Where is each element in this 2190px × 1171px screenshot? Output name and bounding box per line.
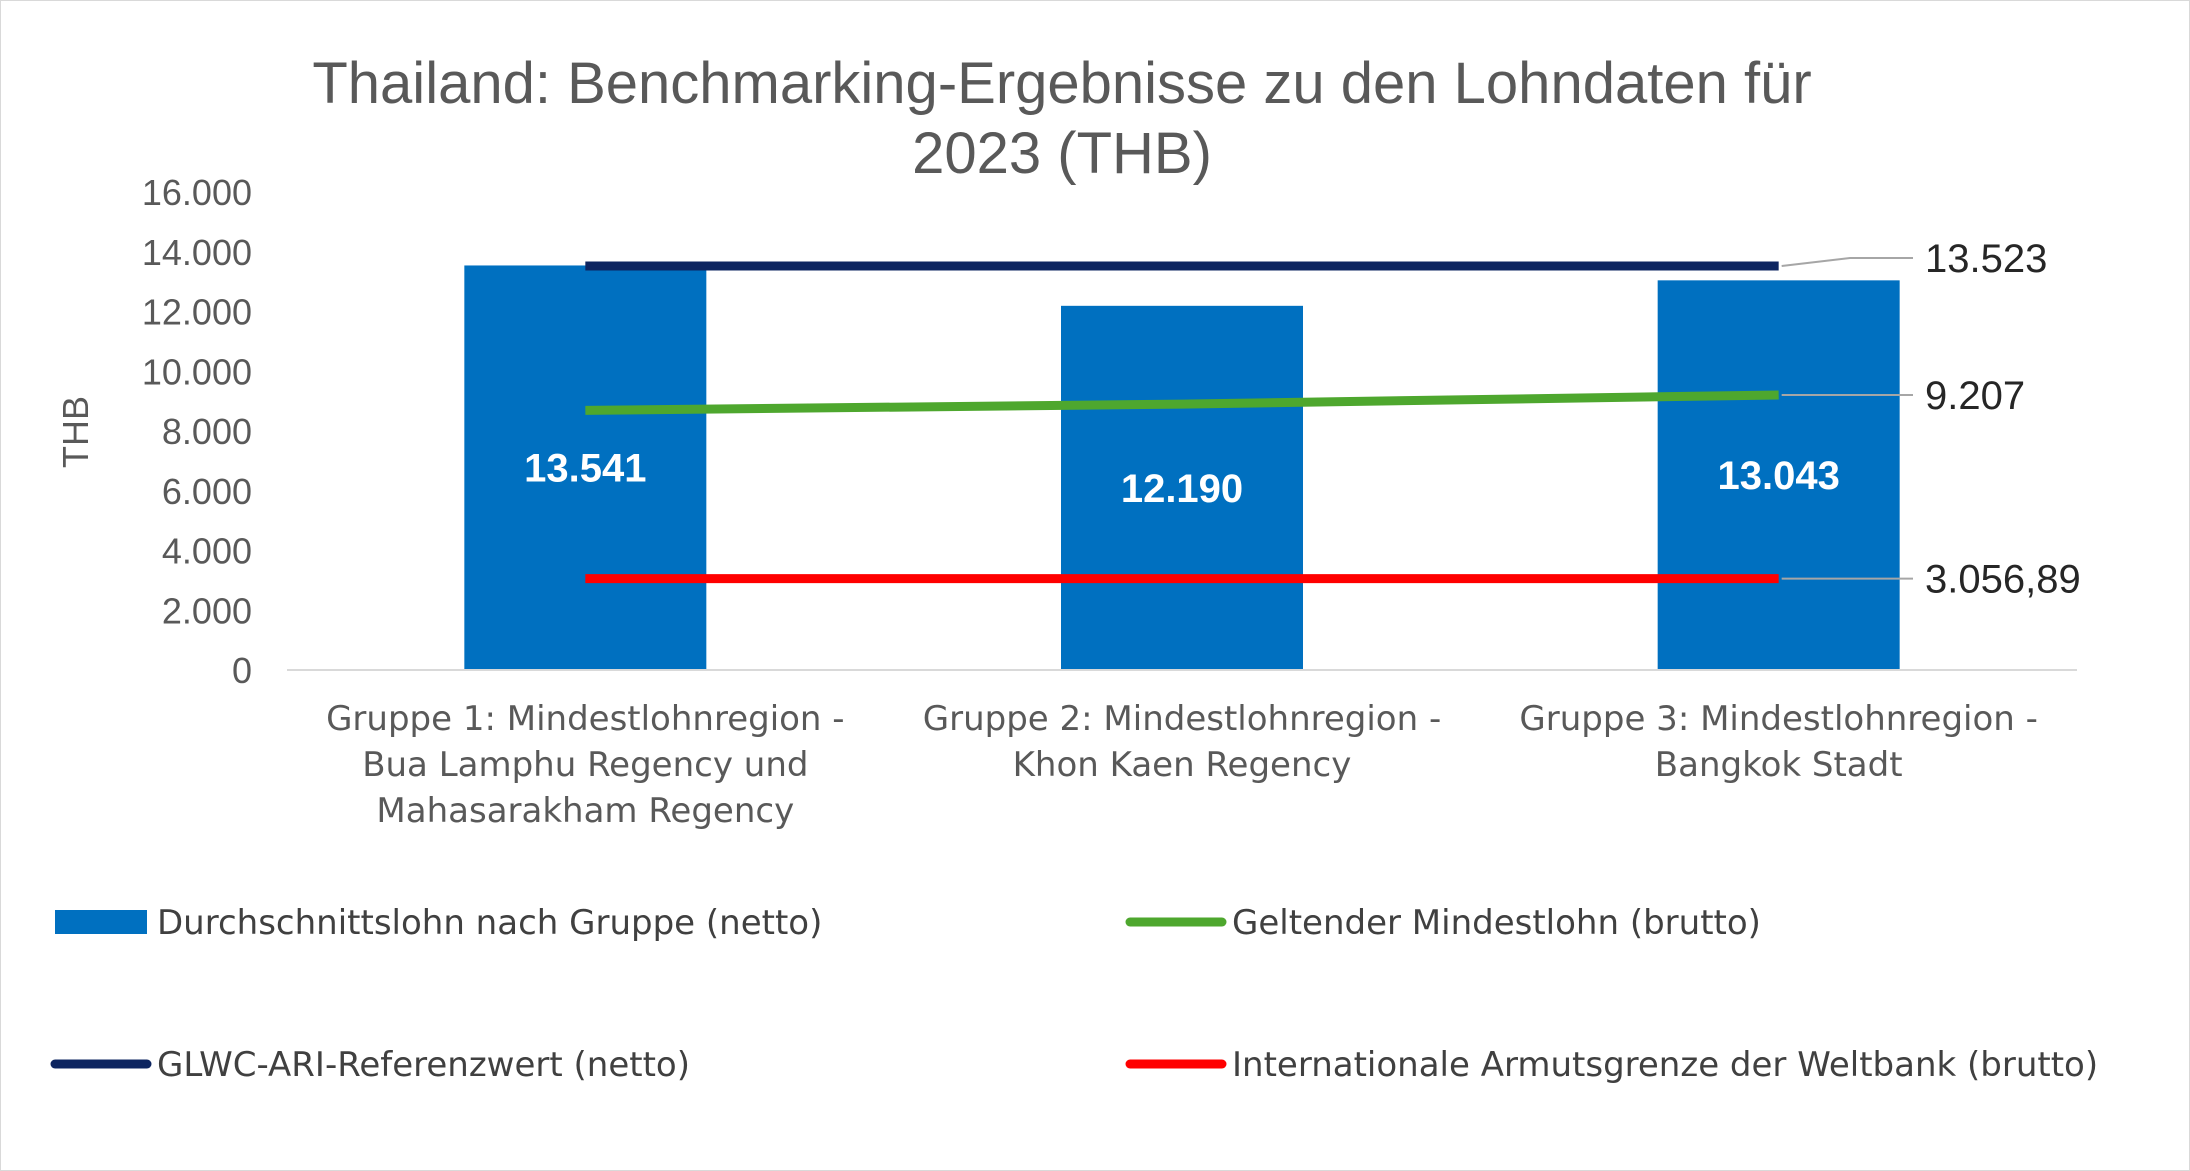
y-axis-title: THB [55,396,96,468]
legend-swatch [55,910,147,934]
legend-label: Durchschnittslohn nach Gruppe (netto) [157,903,822,943]
category-label: Gruppe 2: Mindestlohnregion - [923,699,1441,739]
series-line [585,390,1779,415]
bar-series: 13.541 12.190 13.043 [464,265,1900,670]
y-tick-label: 12.000 [142,292,252,333]
y-axis-title-text: THB [55,396,96,468]
line-series [585,261,1779,584]
line-end-label: 3.056,89 [1925,558,2081,602]
bar [1657,280,1900,670]
y-tick-label: 2.000 [162,590,252,631]
y-tick-label: 4.000 [162,531,252,572]
y-tick-label: 0 [232,650,252,691]
legend-label: GLWC-ARI-Referenzwert (netto) [157,1045,690,1085]
legend: Durchschnittslohn nach Gruppe (netto) Gel… [50,903,2098,1085]
y-tick-label: 14.000 [142,232,252,273]
category-label: Gruppe 3: Mindestlohnregion - [1519,699,2037,739]
chart-title-line: Thailand: Benchmarking-Ergebnisse zu den… [312,51,1811,116]
callout-leader [1781,257,1913,267]
bar-data-label: 13.043 [1717,454,1839,498]
category-label: Gruppe 1: Mindestlohnregion - [326,699,844,739]
chart-title-line: 2023 (THB) [912,121,1212,186]
legend-label: Geltender Mindestlohn (brutto) [1232,903,1761,943]
bar-data-label: 13.541 [524,447,646,491]
y-tick-label: 16.000 [142,172,252,213]
category-label: Mahasarakham Regency [376,791,794,831]
y-tick-label: 10.000 [142,351,252,392]
bar [464,265,707,670]
category-labels: Gruppe 1: Mindestlohnregion - Bua Lamphu … [326,699,2038,831]
line-end-label: 13.523 [1925,237,2047,281]
category-label: Bangkok Stadt [1655,745,1903,785]
category-label: Bua Lamphu Regency und [362,745,808,785]
chart-title: Thailand: Benchmarking-Ergebnisse zu den… [312,51,1811,186]
y-tick-label: 6.000 [162,471,252,512]
line-end-callouts: 9.207 13.523 3.056,89 [1781,237,2081,602]
bar [1061,305,1303,670]
legend-label: Internationale Armutsgrenze der Weltbank… [1232,1045,2098,1085]
category-label: Khon Kaen Regency [1013,745,1352,785]
line-end-label: 9.207 [1925,374,2025,418]
y-axis-ticks: 0 2.000 4.000 6.000 8.000 10.000 12.000 14.000 1… [142,172,252,691]
y-tick-label: 8.000 [162,411,252,452]
bar-data-label: 12.190 [1121,467,1243,511]
